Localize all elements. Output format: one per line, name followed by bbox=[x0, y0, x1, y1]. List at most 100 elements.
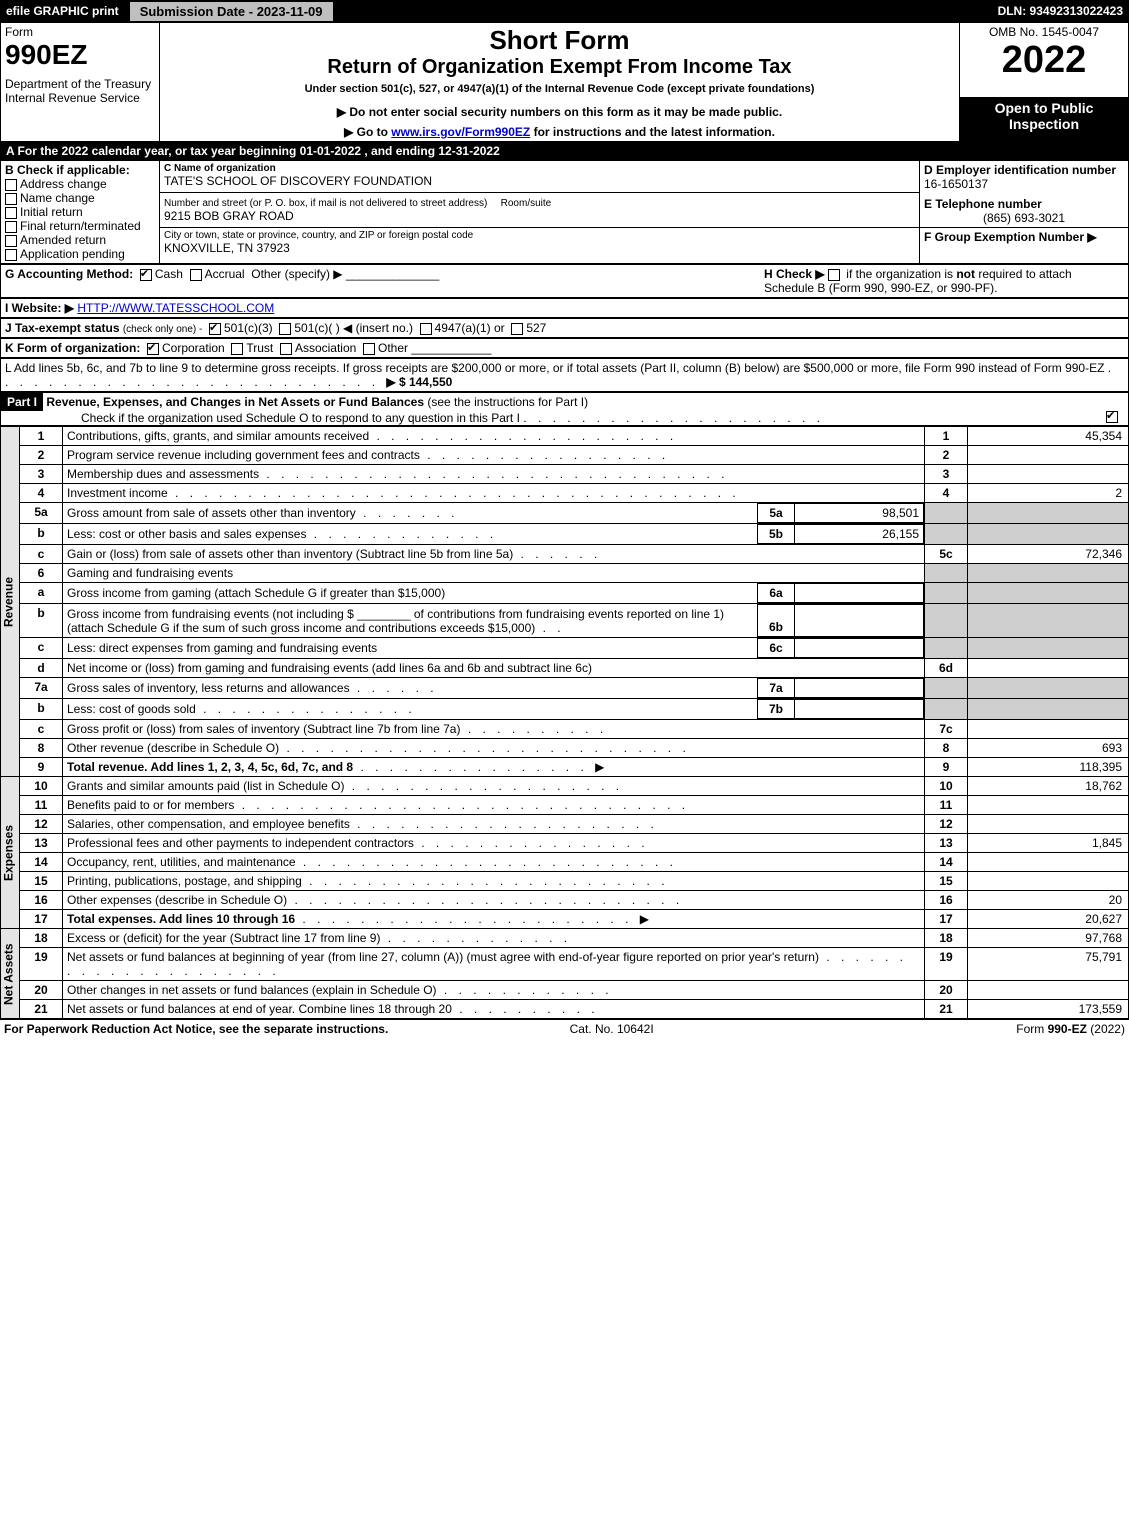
opt-label-0: Address change bbox=[20, 177, 107, 191]
ln-2-n: 2 bbox=[20, 446, 63, 465]
gh-block: G Accounting Method: Cash Accrual Other … bbox=[0, 264, 1129, 298]
ln-1-amt: 45,354 bbox=[968, 427, 1129, 446]
main-title: Return of Organization Exempt From Incom… bbox=[164, 56, 955, 79]
ln-7b-n: b bbox=[20, 699, 63, 720]
k-assoc-check[interactable] bbox=[280, 343, 292, 355]
section-b-title: B Check if applicable: bbox=[5, 163, 155, 177]
ln-6b-n: b bbox=[20, 604, 63, 638]
ln-7c-text: Gross profit or (loss) from sales of inv… bbox=[63, 720, 925, 739]
ln-6a-sn: 6a bbox=[758, 584, 795, 603]
opt-name-change[interactable]: Name change bbox=[5, 191, 155, 205]
ln-20-amt bbox=[968, 981, 1129, 1000]
ln-10-amt: 18,762 bbox=[968, 777, 1129, 796]
ln-10-text: Grants and similar amounts paid (list in… bbox=[63, 777, 925, 796]
k-other-check[interactable] bbox=[363, 343, 375, 355]
ln-9-rn: 9 bbox=[925, 758, 968, 777]
ln-8-text: Other revenue (describe in Schedule O) .… bbox=[63, 739, 925, 758]
ln-19-rn: 19 bbox=[925, 948, 968, 981]
ln-5a-n: 5a bbox=[20, 503, 63, 524]
ln-20-n: 20 bbox=[20, 981, 63, 1000]
ln-7c-amt bbox=[968, 720, 1129, 739]
part-i-check[interactable] bbox=[1106, 411, 1118, 423]
ln-6d-n: d bbox=[20, 659, 63, 678]
accrual-label: Accrual bbox=[205, 267, 245, 281]
ln-7a-n: 7a bbox=[20, 678, 63, 699]
ln-11-text: Benefits paid to or for members . . . . … bbox=[63, 796, 925, 815]
ln-14-text: Occupancy, rent, utilities, and maintena… bbox=[63, 853, 925, 872]
k-trust-check[interactable] bbox=[231, 343, 243, 355]
opt-application-pending[interactable]: Application pending bbox=[5, 247, 155, 261]
ln-8-rn: 8 bbox=[925, 739, 968, 758]
opt-final-return[interactable]: Final return/terminated bbox=[5, 219, 155, 233]
ln-4-text: Investment income . . . . . . . . . . . … bbox=[63, 484, 925, 503]
ln-1-text: Contributions, gifts, grants, and simila… bbox=[63, 427, 925, 446]
part-i-check-text: Check if the organization used Schedule … bbox=[81, 411, 520, 425]
ln-6c-sv bbox=[795, 639, 924, 658]
footer-right: Form 990-EZ (2022) bbox=[1016, 1022, 1125, 1036]
ln-6a-rn-shade bbox=[925, 583, 968, 604]
opt-address-change[interactable]: Address change bbox=[5, 177, 155, 191]
opt-initial-return[interactable]: Initial return bbox=[5, 205, 155, 219]
ln-6b-amt-shade bbox=[968, 604, 1129, 638]
ln-6d-text: Net income or (loss) from gaming and fun… bbox=[63, 659, 925, 678]
cash-check[interactable] bbox=[140, 269, 152, 281]
h-text: if the organization is bbox=[846, 267, 956, 281]
ein-value: 16-1650137 bbox=[924, 177, 1124, 191]
ln-16-text: Other expenses (describe in Schedule O) … bbox=[63, 891, 925, 910]
org-name: TATE'S SCHOOL OF DISCOVERY FOUNDATION bbox=[164, 174, 915, 188]
ln-7a-sv bbox=[795, 679, 924, 698]
l-amount: ▶ $ 144,550 bbox=[386, 375, 452, 389]
ln-18-n: 18 bbox=[20, 929, 63, 948]
addr-label: Number and street (or P. O. box, if mail… bbox=[164, 198, 487, 209]
ln-7c-rn: 7c bbox=[925, 720, 968, 739]
ln-17-text: Total expenses. Add lines 10 through 16 … bbox=[63, 910, 925, 929]
ln-12-text: Salaries, other compensation, and employ… bbox=[63, 815, 925, 834]
j-o4: 527 bbox=[526, 321, 546, 335]
ln-21-text: Net assets or fund balances at end of ye… bbox=[63, 1000, 925, 1019]
ln-6-text: Gaming and fundraising events bbox=[63, 564, 925, 583]
k-o4: Other bbox=[378, 341, 408, 355]
j-501c-check[interactable] bbox=[279, 323, 291, 335]
f-label: F Group Exemption Number ▶ bbox=[924, 230, 1124, 244]
ln-21-amt: 173,559 bbox=[968, 1000, 1129, 1019]
accrual-check[interactable] bbox=[190, 269, 202, 281]
opt-label-4: Amended return bbox=[20, 233, 106, 247]
ln-7c-n: c bbox=[20, 720, 63, 739]
ln-16-n: 16 bbox=[20, 891, 63, 910]
ln-9-n: 9 bbox=[20, 758, 63, 777]
irs-link[interactable]: www.irs.gov/Form990EZ bbox=[391, 125, 530, 139]
website-link[interactable]: HTTP://WWW.TATESSCHOOL.COM bbox=[77, 301, 274, 315]
ln-6d-amt bbox=[968, 659, 1129, 678]
opt-label-2: Initial return bbox=[20, 205, 83, 219]
j-527-check[interactable] bbox=[511, 323, 523, 335]
section-l: L Add lines 5b, 6c, and 7b to line 9 to … bbox=[1, 359, 1129, 392]
j-4947-check[interactable] bbox=[420, 323, 432, 335]
ln-7b-rn-shade bbox=[925, 699, 968, 720]
k-o3: Association bbox=[295, 341, 356, 355]
opt-label-3: Final return/terminated bbox=[20, 219, 141, 233]
k-corp-check[interactable] bbox=[147, 343, 159, 355]
ln-3-amt bbox=[968, 465, 1129, 484]
j-501c3-check[interactable] bbox=[209, 323, 221, 335]
form-number: 990EZ bbox=[5, 39, 155, 71]
section-i: I Website: ▶ HTTP://WWW.TATESSCHOOL.COM bbox=[1, 299, 1129, 318]
ln-3-n: 3 bbox=[20, 465, 63, 484]
note2-post: for instructions and the latest informat… bbox=[530, 125, 775, 139]
ln-6b-sv bbox=[795, 605, 924, 637]
d-label: D Employer identification number bbox=[924, 163, 1124, 177]
ln-4-n: 4 bbox=[20, 484, 63, 503]
ln-6b-rn-shade bbox=[925, 604, 968, 638]
efile-label: efile GRAPHIC print bbox=[0, 4, 125, 18]
ln-15-amt bbox=[968, 872, 1129, 891]
ln-2-amt bbox=[968, 446, 1129, 465]
section-a: A For the 2022 calendar year, or tax yea… bbox=[0, 142, 1129, 160]
ln-6b-row: Gross income from fundraising events (no… bbox=[63, 604, 925, 638]
ln-14-amt bbox=[968, 853, 1129, 872]
submission-date: Submission Date - 2023-11-09 bbox=[129, 1, 334, 22]
opt-amended-return[interactable]: Amended return bbox=[5, 233, 155, 247]
ln-13-n: 13 bbox=[20, 834, 63, 853]
ln-6a-row: Gross income from gaming (attach Schedul… bbox=[63, 583, 925, 604]
h-check[interactable] bbox=[828, 269, 840, 281]
ln-19-n: 19 bbox=[20, 948, 63, 981]
top-bar: efile GRAPHIC print Submission Date - 20… bbox=[0, 0, 1129, 22]
